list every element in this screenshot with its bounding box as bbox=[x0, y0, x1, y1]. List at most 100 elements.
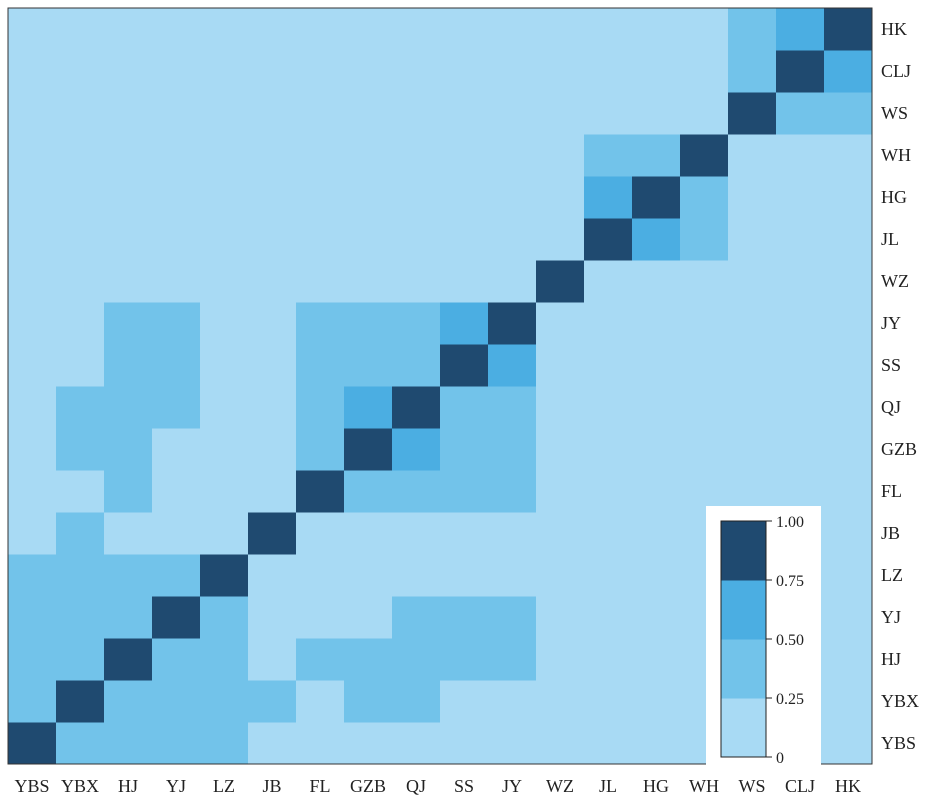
heatmap-cell-ws-hk bbox=[824, 92, 873, 135]
heatmap-cell-ws-ss bbox=[440, 92, 489, 135]
heatmap-cell-clj-wz bbox=[536, 50, 585, 93]
heatmap-cell-lz-hj bbox=[104, 554, 153, 597]
heatmap-cell-ws-fl bbox=[296, 92, 345, 135]
y-tick-label-clj: CLJ bbox=[881, 61, 911, 81]
heatmap-cell-wz-ybs bbox=[8, 260, 57, 303]
heatmap-cell-lz-gzb bbox=[344, 554, 393, 597]
heatmap-cell-clj-fl bbox=[296, 50, 345, 93]
y-tick-label-hj: HJ bbox=[881, 649, 901, 669]
heatmap-cell-wh-clj bbox=[776, 134, 825, 177]
heatmap-cell-wz-ws bbox=[728, 260, 777, 303]
heatmap-cell-jy-jb bbox=[248, 302, 297, 345]
heatmap-cell-hk-gzb bbox=[344, 8, 393, 51]
heatmap-cell-qj-hj bbox=[104, 386, 153, 429]
heatmap-cell-ws-wz bbox=[536, 92, 585, 135]
heatmap-cell-wh-hg bbox=[632, 134, 681, 177]
heatmap-cell-lz-hg bbox=[632, 554, 681, 597]
heatmap-cell-ybx-hj bbox=[104, 680, 153, 723]
y-tick-label-qj: QJ bbox=[881, 397, 901, 417]
heatmap-cell-jy-gzb bbox=[344, 302, 393, 345]
heatmap-cell-jb-fl bbox=[296, 512, 345, 555]
heatmap-cell-jy-lz bbox=[200, 302, 249, 345]
heatmap-cell-yj-hj bbox=[104, 596, 153, 639]
heatmap-cell-wz-qj bbox=[392, 260, 441, 303]
heatmap-cell-fl-hj bbox=[104, 470, 153, 513]
heatmap-cell-jl-qj bbox=[392, 218, 441, 261]
heatmap-cell-ws-gzb bbox=[344, 92, 393, 135]
heatmap-cell-qj-ybx bbox=[56, 386, 105, 429]
heatmap-cell-ybx-fl bbox=[296, 680, 345, 723]
heatmap-cell-gzb-wz bbox=[536, 428, 585, 471]
heatmap-cell-hg-gzb bbox=[344, 176, 393, 219]
heatmap-cell-fl-ybx bbox=[56, 470, 105, 513]
heatmap-cell-wz-ybx bbox=[56, 260, 105, 303]
heatmap-cell-wh-gzb bbox=[344, 134, 393, 177]
heatmap-cell-ybx-hk bbox=[824, 680, 873, 723]
heatmap-cell-yj-gzb bbox=[344, 596, 393, 639]
heatmap-cell-ws-lz bbox=[200, 92, 249, 135]
y-tick-label-ybs: YBS bbox=[881, 733, 916, 753]
heatmap-cell-wh-qj bbox=[392, 134, 441, 177]
y-tick-label-wz: WZ bbox=[881, 271, 909, 291]
heatmap-cell-lz-qj bbox=[392, 554, 441, 597]
heatmap-cell-clj-ybx bbox=[56, 50, 105, 93]
heatmap-cell-clj-hk bbox=[824, 50, 873, 93]
heatmap-cell-hk-fl bbox=[296, 8, 345, 51]
heatmap-cell-wz-yj bbox=[152, 260, 201, 303]
heatmap-cell-ss-clj bbox=[776, 344, 825, 387]
heatmap-cell-ss-wz bbox=[536, 344, 585, 387]
heatmap-cell-gzb-wh bbox=[680, 428, 729, 471]
heatmap-cell-hg-ybs bbox=[8, 176, 57, 219]
heatmap-cell-hk-wh bbox=[680, 8, 729, 51]
heatmap-cell-gzb-fl bbox=[296, 428, 345, 471]
heatmap-cell-clj-jy bbox=[488, 50, 537, 93]
heatmap-cell-lz-ybx bbox=[56, 554, 105, 597]
heatmap-cell-ybx-yj bbox=[152, 680, 201, 723]
heatmap-cell-yj-ybx bbox=[56, 596, 105, 639]
heatmap-cell-ss-qj bbox=[392, 344, 441, 387]
heatmap-cell-jy-wz bbox=[536, 302, 585, 345]
heatmap-cell-qj-yj bbox=[152, 386, 201, 429]
heatmap-cell-hk-yj bbox=[152, 8, 201, 51]
heatmap-cells bbox=[8, 8, 873, 765]
heatmap-cell-hj-ybx bbox=[56, 638, 105, 681]
heatmap-cell-gzb-qj bbox=[392, 428, 441, 471]
heatmap-cell-fl-hk bbox=[824, 470, 873, 513]
heatmap-cell-ss-gzb bbox=[344, 344, 393, 387]
y-tick-label-ss: SS bbox=[881, 355, 901, 375]
heatmap-cell-jb-jb bbox=[248, 512, 297, 555]
heatmap-cell-ss-hk bbox=[824, 344, 873, 387]
heatmap-cell-fl-hg bbox=[632, 470, 681, 513]
heatmap-cell-jl-ss bbox=[440, 218, 489, 261]
heatmap-cell-wz-hj bbox=[104, 260, 153, 303]
heatmap-cell-qj-wh bbox=[680, 386, 729, 429]
heatmap-cell-qj-fl bbox=[296, 386, 345, 429]
heatmap-cell-jy-jy bbox=[488, 302, 537, 345]
colorbar-tick-label-4: 1.00 bbox=[776, 514, 804, 531]
heatmap-cell-jy-hk bbox=[824, 302, 873, 345]
heatmap-cell-lz-ss bbox=[440, 554, 489, 597]
heatmap-cell-wz-fl bbox=[296, 260, 345, 303]
heatmap-cell-hj-hj bbox=[104, 638, 153, 681]
heatmap-cell-jb-jl bbox=[584, 512, 633, 555]
heatmap-cell-ss-ss bbox=[440, 344, 489, 387]
heatmap-cell-gzb-clj bbox=[776, 428, 825, 471]
x-tick-label-qj: QJ bbox=[406, 776, 426, 796]
heatmap-cell-yj-wz bbox=[536, 596, 585, 639]
colorbar-segment-2 bbox=[721, 580, 766, 640]
heatmap-cell-hk-jl bbox=[584, 8, 633, 51]
y-tick-label-ybx: YBX bbox=[881, 691, 919, 711]
heatmap-cell-clj-clj bbox=[776, 50, 825, 93]
x-tick-label-clj: CLJ bbox=[785, 776, 815, 796]
heatmap-cell-wz-hk bbox=[824, 260, 873, 303]
heatmap-cell-ws-wh bbox=[680, 92, 729, 135]
heatmap-cell-wh-wh bbox=[680, 134, 729, 177]
y-tick-label-yj: YJ bbox=[881, 607, 901, 627]
heatmap-cell-gzb-hj bbox=[104, 428, 153, 471]
heatmap-cell-wh-wz bbox=[536, 134, 585, 177]
heatmap-cell-jb-yj bbox=[152, 512, 201, 555]
heatmap-cell-hg-qj bbox=[392, 176, 441, 219]
heatmap-cell-ybx-qj bbox=[392, 680, 441, 723]
heatmap-cell-qj-hk bbox=[824, 386, 873, 429]
